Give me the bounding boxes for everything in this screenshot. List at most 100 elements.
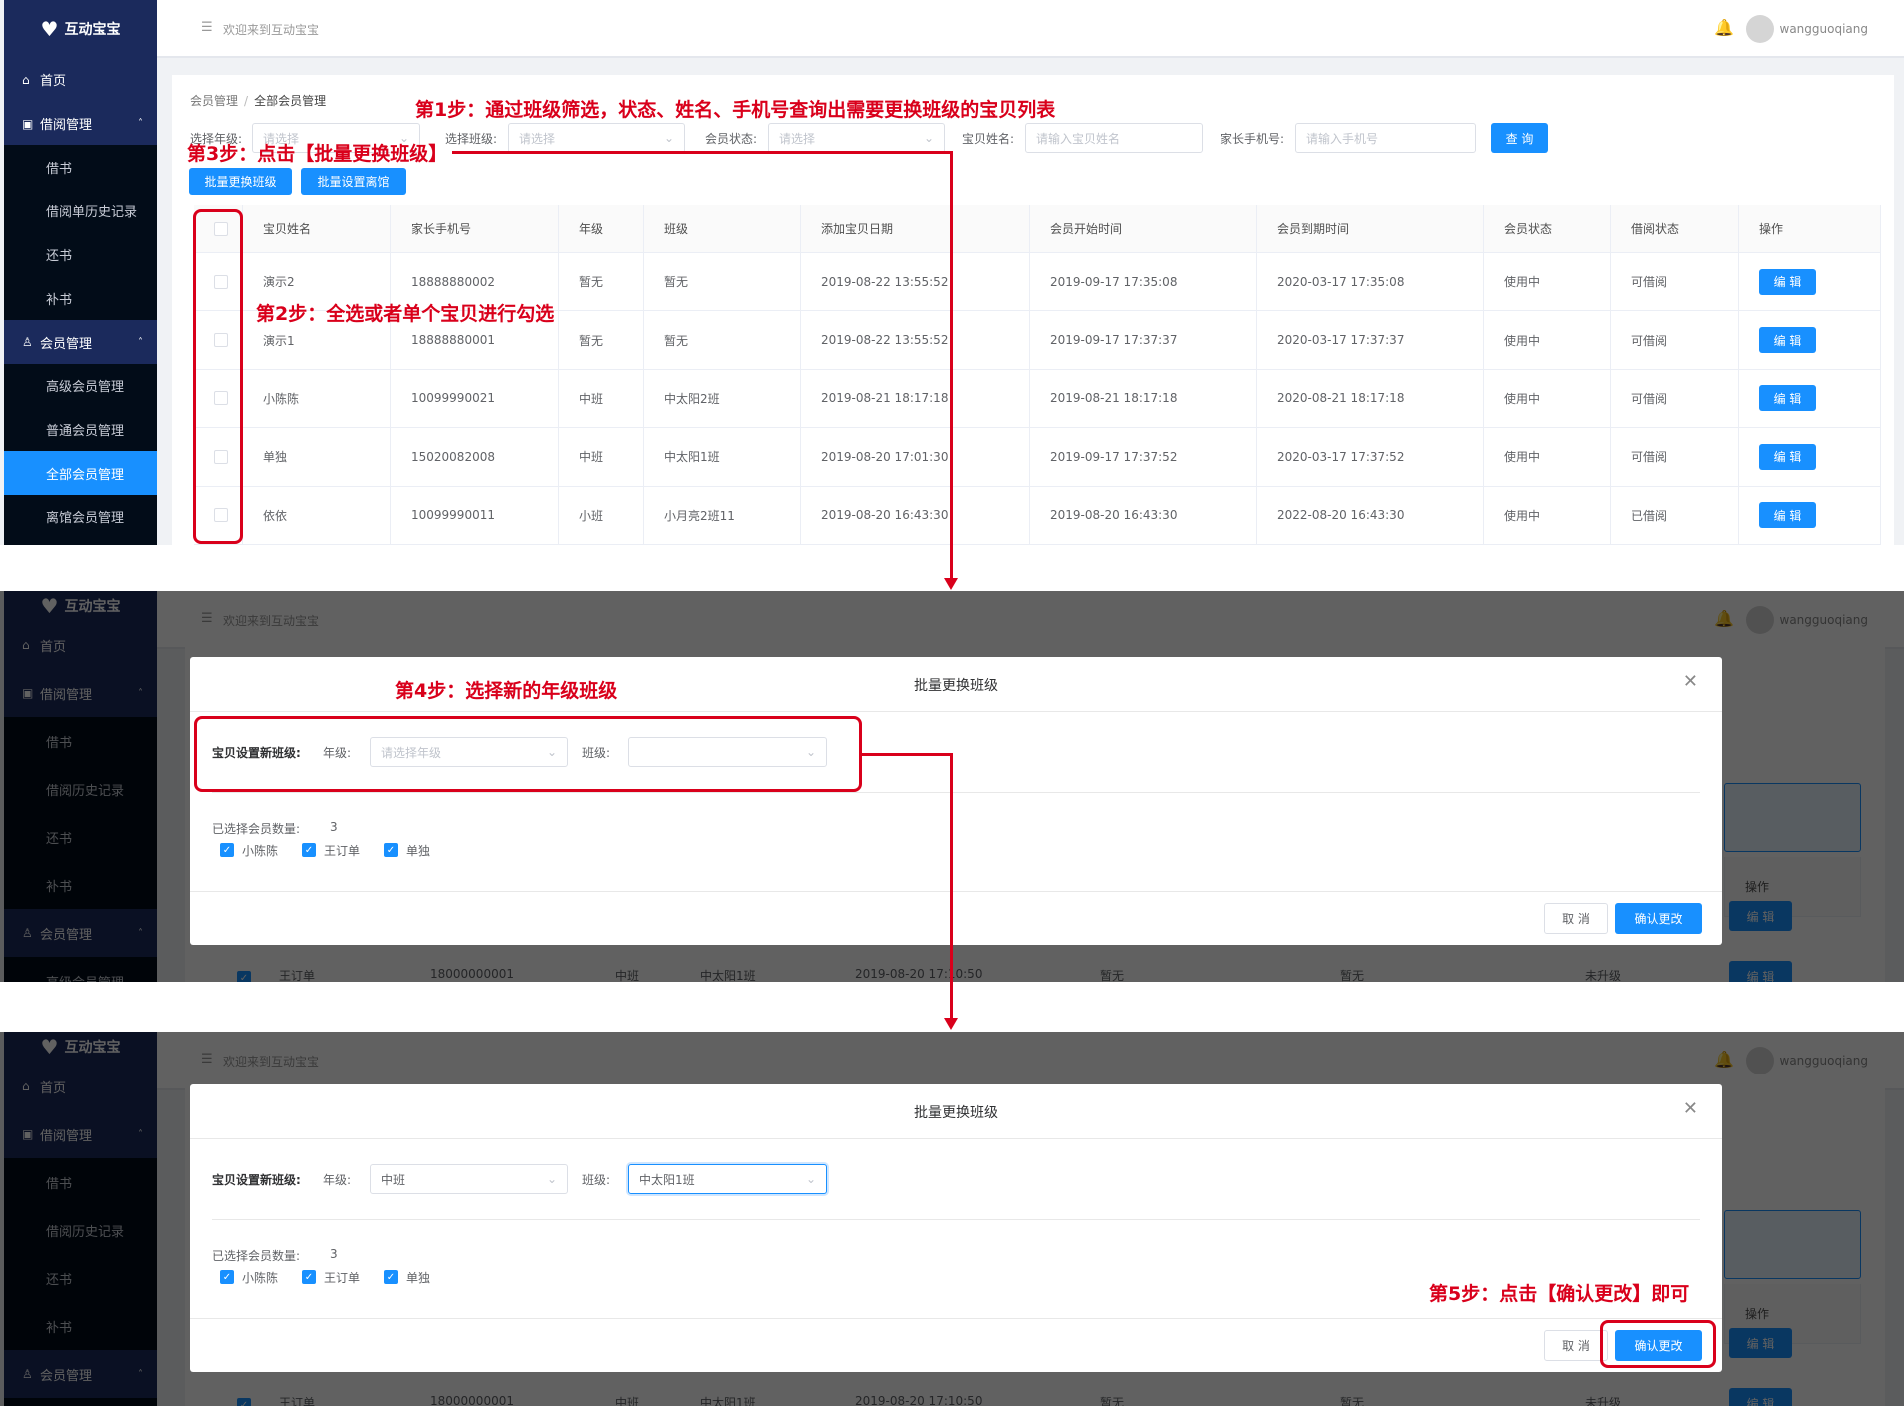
select-all-checkbox[interactable] xyxy=(214,221,228,236)
header-divider xyxy=(190,711,1722,712)
chevron-up-icon: ˄ xyxy=(138,118,143,130)
cell-text: 2019-08-20 17:01:30 xyxy=(821,449,949,464)
cancel-button[interactable]: 取 消 xyxy=(1544,903,1608,934)
sidebar-item-9[interactable]: 全部会员管理 xyxy=(4,451,157,495)
selected-count-label: 已选择会员数量: xyxy=(212,822,301,836)
breadcrumb-item[interactable]: 会员管理 xyxy=(190,94,239,108)
edit-button[interactable]: 编 辑 xyxy=(1759,443,1816,470)
name-input[interactable]: 请输入宝贝姓名 xyxy=(1025,123,1203,153)
breadcrumb-separator: / xyxy=(244,94,249,108)
table-cell: 中太阳2班 xyxy=(644,369,801,429)
member-checkbox[interactable]: ✓ xyxy=(302,843,316,857)
table-cell: 演示2 xyxy=(243,253,391,312)
row-checkbox[interactable] xyxy=(214,274,228,289)
member-checkbox[interactable]: ✓ xyxy=(384,843,398,857)
book-icon: ▣ xyxy=(22,116,34,131)
table-cell: 可借阅 xyxy=(1611,311,1739,370)
table-cell: 2019-09-17 17:37:52 xyxy=(1030,428,1257,487)
sidebar-item-6[interactable]: ♙ 会员管理 ˄ xyxy=(4,320,157,364)
header-label: 宝贝姓名 xyxy=(263,222,312,236)
member-checkbox[interactable]: ✓ xyxy=(220,843,234,857)
header-label: 添加宝贝日期 xyxy=(821,222,894,236)
table-header-cell: 借阅状态 xyxy=(1611,205,1739,253)
row-checkbox[interactable] xyxy=(214,508,228,523)
class-label: 班级: xyxy=(582,1173,611,1187)
edit-button[interactable]: 编 辑 xyxy=(1759,385,1816,412)
table-cell: 2020-03-17 17:35:08 xyxy=(1257,253,1484,312)
table-cell: 依依 xyxy=(243,486,391,545)
grade-select[interactable]: 请选择年级 ⌄ xyxy=(370,737,568,767)
member-checkbox[interactable]: ✓ xyxy=(220,1270,234,1284)
batch-change-class-modal: 批量更换班级 ✕ 宝贝设置新班级: 年级: 请选择年级 ⌄ 班级: ⌄ 已选择会员数量: 3 ✓ 小陈… xyxy=(190,657,1722,945)
table-cell: 18888880001 xyxy=(391,311,559,370)
close-icon[interactable]: ✕ xyxy=(1682,1098,1698,1119)
table-header-cell: 会员状态 xyxy=(1484,205,1611,253)
sidebar-item-0[interactable]: ⌂ 首页 xyxy=(4,58,157,102)
sidebar-item-8[interactable]: 普通会员管理 xyxy=(4,408,157,452)
cell-text: 15020082008 xyxy=(411,449,495,464)
cell-text: 使用中 xyxy=(1504,333,1541,348)
table-cell: 使用中 xyxy=(1484,428,1611,487)
sidebar-item-label: 会员管理 xyxy=(40,336,93,352)
sidebar-item-10[interactable]: 离馆会员管理 xyxy=(4,495,157,539)
table-cell: 小陈陈 xyxy=(243,369,391,429)
grade-select[interactable]: 中班 ⌄ xyxy=(370,1164,568,1194)
batch-set-leave-button[interactable]: 批量设置离馆 xyxy=(301,168,406,195)
sidebar-item-5[interactable]: 补书 xyxy=(4,277,157,321)
cell-text: 暂无 xyxy=(579,333,604,348)
member-checkbox[interactable]: ✓ xyxy=(384,1270,398,1284)
confirm-button-highlight xyxy=(1600,1320,1716,1368)
class-form-highlight xyxy=(194,716,862,792)
cell-text: 10099990011 xyxy=(411,508,495,523)
batch-change-class-button[interactable]: 批量更换班级 xyxy=(189,168,292,195)
cell-text: 18888880002 xyxy=(411,274,495,289)
member-checkbox[interactable]: ✓ xyxy=(302,1270,316,1284)
member-name: 小陈陈 xyxy=(242,1271,279,1285)
sidebar-item-4[interactable]: 还书 xyxy=(4,233,157,277)
grade-select[interactable]: 请选择 ⌄ xyxy=(252,123,420,153)
table-cell: 编 辑 xyxy=(1739,253,1881,312)
confirm-button[interactable]: 确认更改 xyxy=(1615,1330,1702,1361)
table-header-cell: 宝贝姓名 xyxy=(243,205,391,253)
class-label: 选择班级: xyxy=(445,132,498,146)
table-cell: 已借阅 xyxy=(1611,486,1739,545)
sidebar: ♥ 互动宝宝 ⌂ 首页 ▣ 借阅管理 ˄ 借书 借阅单历史记录 还书 补书 ♙ 会员管理 ˄ 高级会员管理普… xyxy=(4,0,157,545)
menu-icon[interactable]: ☰ xyxy=(201,20,213,35)
cell-text: 暂无 xyxy=(664,275,689,290)
avatar[interactable] xyxy=(1746,15,1774,43)
sidebar-item-2[interactable]: 借书 xyxy=(4,145,157,189)
class-select[interactable]: 中太阳1班 ⌄ xyxy=(628,1164,827,1194)
status-select[interactable]: 请选择 ⌄ xyxy=(768,123,945,153)
cancel-button[interactable]: 取 消 xyxy=(1544,1330,1608,1361)
edit-button[interactable]: 编 辑 xyxy=(1759,502,1816,529)
grade-value: 中班 xyxy=(381,1172,406,1187)
selected-count: 3 xyxy=(330,820,338,834)
header-label: 操作 xyxy=(1759,222,1784,236)
phone-input[interactable]: 请输入手机号 xyxy=(1295,123,1476,153)
close-icon[interactable]: ✕ xyxy=(1682,671,1698,692)
sidebar-item-7[interactable]: 高级会员管理 xyxy=(4,364,157,408)
cell-text: 可借阅 xyxy=(1631,333,1668,348)
sidebar-item-1[interactable]: ▣ 借阅管理 ˄ xyxy=(4,101,157,146)
table-cell: 2019-09-17 17:37:37 xyxy=(1030,311,1257,370)
sidebar-item-3[interactable]: 借阅单历史记录 xyxy=(4,189,157,233)
row-checkbox[interactable] xyxy=(214,449,228,464)
row-checkbox[interactable] xyxy=(214,333,228,348)
annotation-line xyxy=(452,151,952,154)
sidebar-item-label: 普通会员管理 xyxy=(46,423,125,439)
query-button[interactable]: 查 询 xyxy=(1491,123,1548,153)
selected-count: 3 xyxy=(330,1247,338,1261)
arrow-down-icon xyxy=(944,578,958,590)
username[interactable]: wangguoqiang xyxy=(1779,22,1868,36)
confirm-button[interactable]: 确认更改 xyxy=(1615,903,1702,934)
bell-icon[interactable]: 🔔 xyxy=(1714,18,1734,37)
member-name: 单独 xyxy=(406,1271,431,1285)
edit-button[interactable]: 编 辑 xyxy=(1759,327,1816,354)
row-checkbox[interactable] xyxy=(214,391,228,406)
sidebar-item-label: 首页 xyxy=(40,74,67,90)
edit-button[interactable]: 编 辑 xyxy=(1759,268,1816,295)
class-select[interactable]: 请选择 ⌄ xyxy=(508,123,685,153)
sidebar-item-label: 离馆会员管理 xyxy=(46,511,125,527)
class-select[interactable]: ⌄ xyxy=(628,737,827,767)
cell-text: 2020-03-17 17:35:08 xyxy=(1277,274,1405,289)
